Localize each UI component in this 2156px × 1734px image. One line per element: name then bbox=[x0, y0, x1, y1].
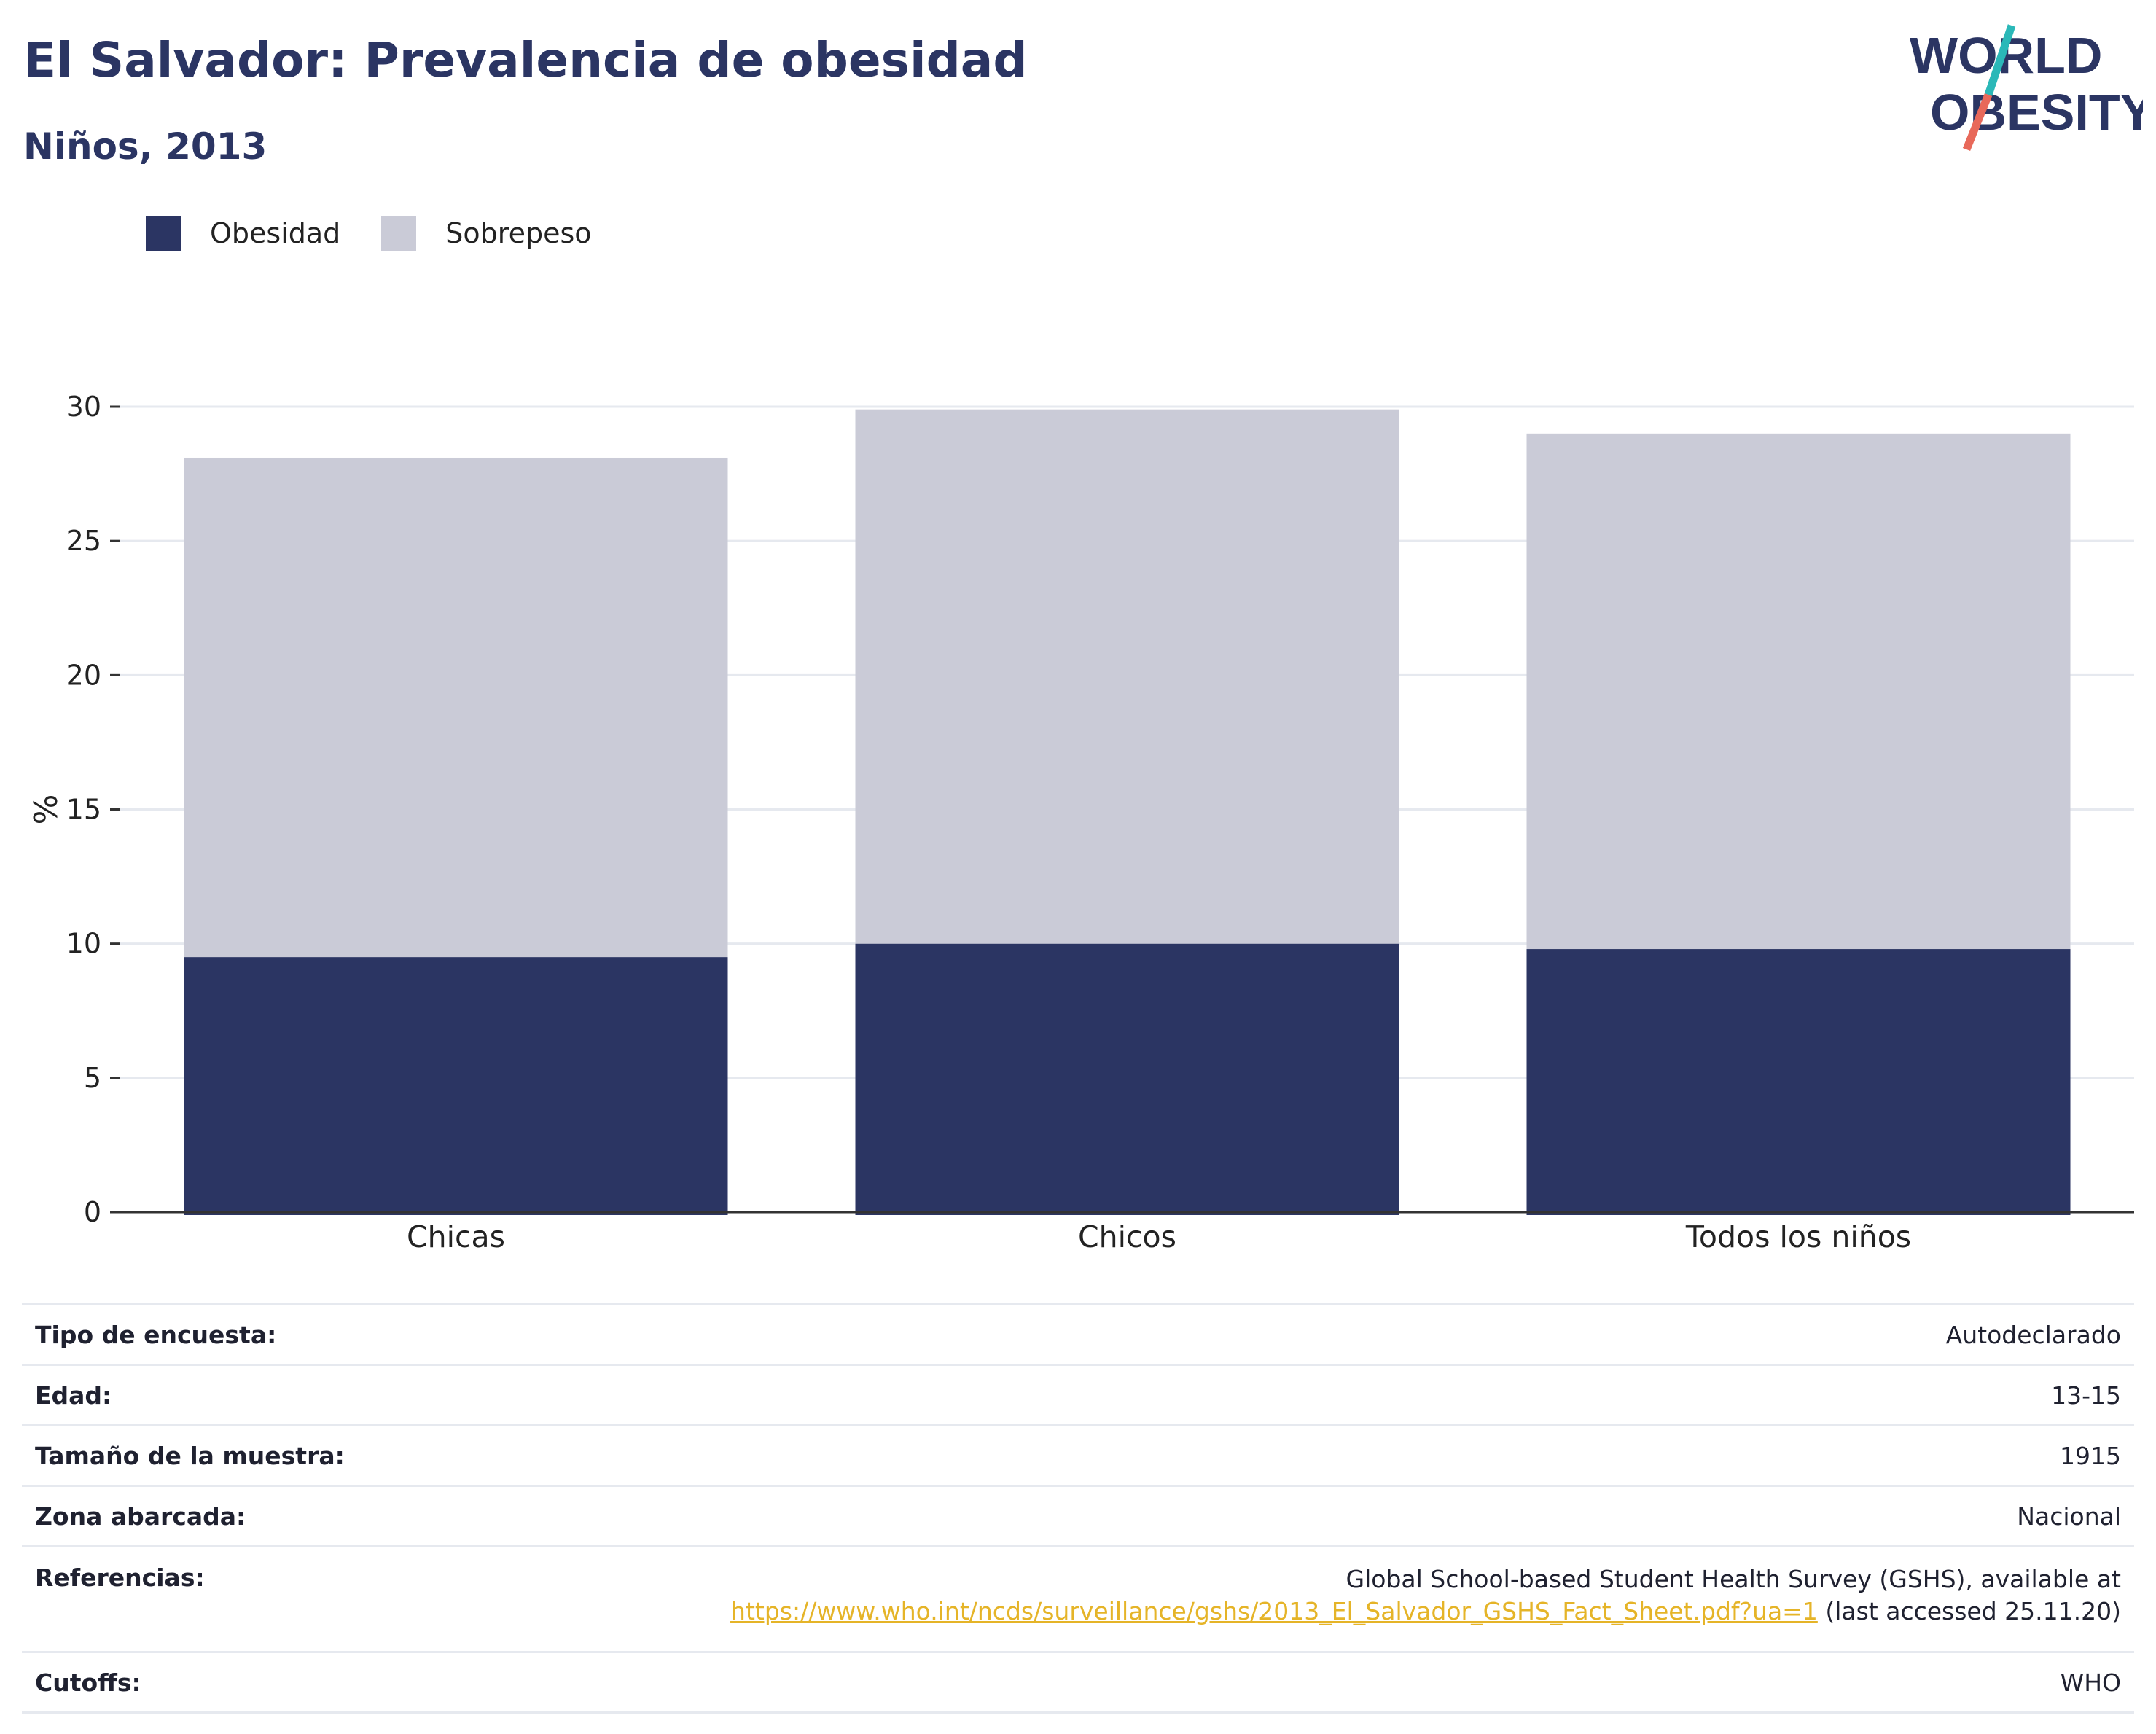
bar-obesidad-1[interactable] bbox=[184, 957, 728, 1215]
x-tick-label: Chicas bbox=[407, 1219, 505, 1254]
y-tick-label: 5 bbox=[84, 1062, 101, 1094]
legend-swatch-obesidad bbox=[146, 216, 181, 251]
table-row: Tipo de encuesta: Autodeclarado bbox=[22, 1304, 2134, 1365]
row-value-cutoffs: WHO bbox=[2060, 1668, 2121, 1697]
logo-slash-top bbox=[1984, 24, 2016, 96]
bar-layer bbox=[184, 409, 2071, 1215]
table-row: Zona abarcada: Nacional bbox=[22, 1485, 2134, 1547]
row-value-survey-type: Autodeclarado bbox=[1945, 1320, 2121, 1349]
x-tick-label: Todos los niños bbox=[1685, 1219, 1911, 1254]
page-title: El Salvador: Prevalencia de obesidad bbox=[23, 32, 1028, 88]
row-label-area: Zona abarcada: bbox=[35, 1501, 246, 1531]
bar-sobrepeso-1[interactable] bbox=[184, 457, 728, 958]
table-row: Edad: 13-15 bbox=[22, 1364, 2134, 1426]
row-label-sample-size: Tamaño de la muestra: bbox=[35, 1441, 345, 1470]
logo-text-obesity: OBESITY bbox=[1930, 84, 2143, 141]
stacked-bar-chart: 0 5 10 15 20 25 30 Chicas Chicos Todos los niños% bbox=[28, 391, 2134, 1254]
legend-item-sobrepeso[interactable]: Sobrepeso bbox=[381, 216, 592, 251]
y-tick-label: 20 bbox=[66, 659, 101, 691]
row-value-sample-size: 1915 bbox=[2060, 1441, 2121, 1470]
legend-item-obesidad[interactable]: Obesidad bbox=[146, 216, 340, 251]
bar-obesidad-2[interactable] bbox=[855, 943, 1399, 1215]
bar-obesidad-3[interactable] bbox=[1526, 949, 2071, 1215]
row-label-cutoffs: Cutoffs: bbox=[35, 1668, 141, 1697]
references-link[interactable]: https://www.who.int/ncds/surveillance/gs… bbox=[730, 1597, 1818, 1625]
bar-sobrepeso-3[interactable] bbox=[1526, 433, 2071, 950]
references-text: Global School-based Student Health Surve… bbox=[1345, 1565, 2121, 1593]
page-subtitle: Niños, 2013 bbox=[23, 125, 267, 168]
table-row: Cutoffs: WHO bbox=[22, 1652, 2134, 1713]
table-row: Tamaño de la muestra: 1915 bbox=[22, 1425, 2134, 1486]
row-label-age: Edad: bbox=[35, 1380, 112, 1410]
legend-swatch-sobrepeso bbox=[381, 216, 417, 251]
y-tick-label: 15 bbox=[66, 794, 101, 826]
row-value-references: Global School-based Student Health Surve… bbox=[426, 1547, 2134, 1652]
world-obesity-logo: WORLD OBESITY bbox=[1910, 24, 2143, 152]
legend-label-sobrepeso: Sobrepeso bbox=[445, 217, 592, 249]
x-tick-label: Chicos bbox=[1078, 1219, 1176, 1254]
y-tick-label: 30 bbox=[66, 391, 101, 423]
row-value-age: 13-15 bbox=[2051, 1380, 2121, 1410]
axis-layer: 0 5 10 15 20 25 30 Chicas Chicos Todos los niños% bbox=[28, 391, 2134, 1254]
row-label-survey-type: Tipo de encuesta: bbox=[35, 1320, 277, 1349]
row-value-area: Nacional bbox=[2017, 1501, 2121, 1531]
y-tick-label: 0 bbox=[84, 1196, 101, 1228]
y-tick-label: 25 bbox=[66, 525, 101, 557]
survey-info-table: Tipo de encuesta: Autodeclarado Edad: 13… bbox=[22, 1303, 2134, 1714]
references-suffix: (last accessed 25.11.20) bbox=[1817, 1597, 2121, 1625]
chart-legend: Obesidad Sobrepeso bbox=[146, 216, 633, 251]
row-label-references: Referencias: bbox=[35, 1563, 205, 1592]
logo-slash-bottom bbox=[1962, 93, 1993, 152]
table-row-references: Referencias: Global School-based Student… bbox=[22, 1546, 2134, 1652]
y-axis-title: % bbox=[28, 794, 65, 825]
y-tick-label: 10 bbox=[66, 928, 101, 960]
legend-label-obesidad: Obesidad bbox=[210, 217, 341, 249]
bar-sobrepeso-2[interactable] bbox=[855, 409, 1399, 944]
